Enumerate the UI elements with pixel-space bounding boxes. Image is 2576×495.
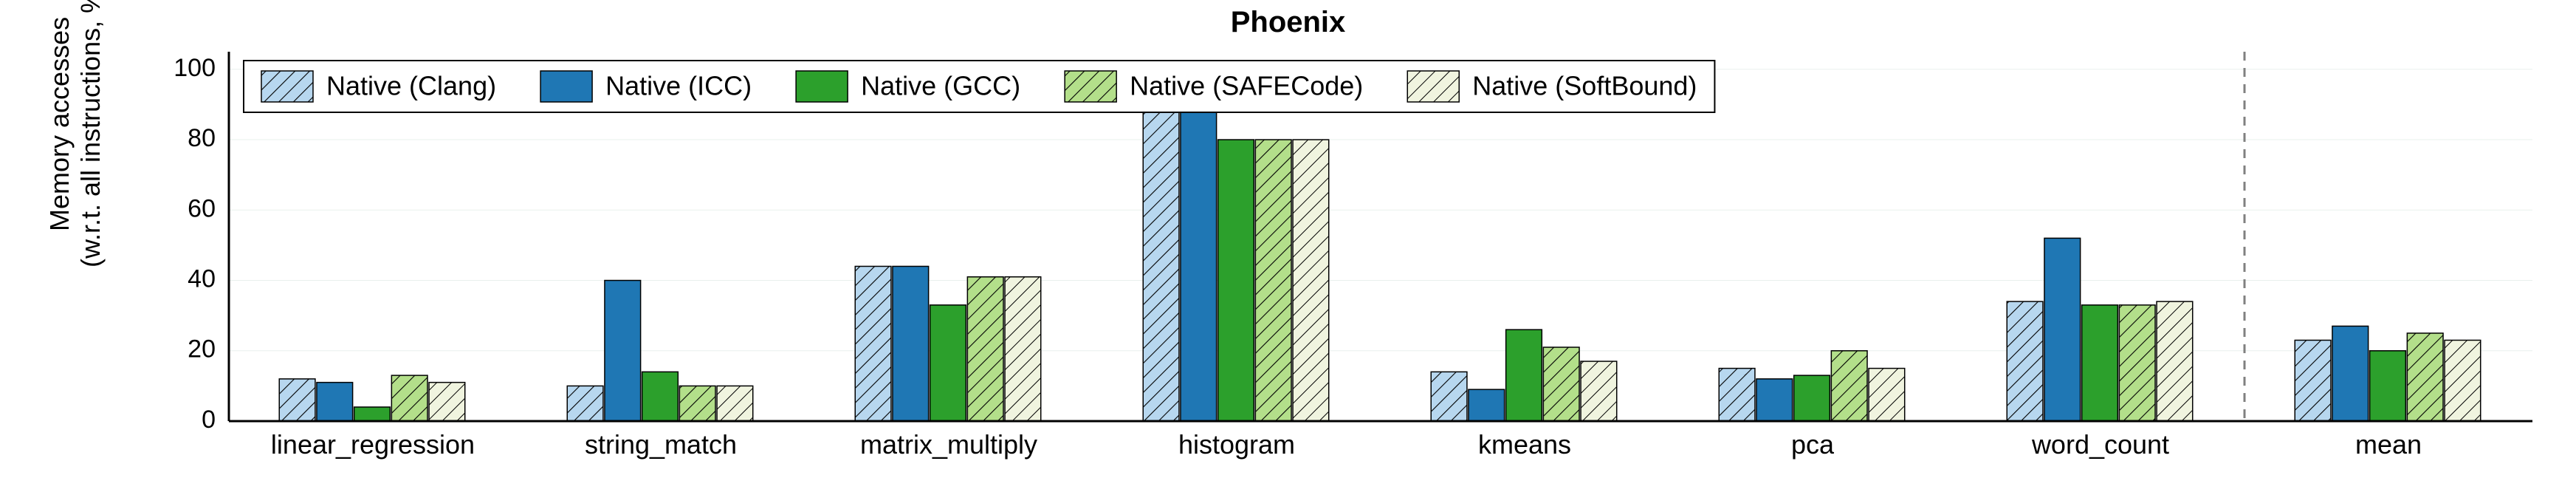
bar xyxy=(930,305,966,421)
x-tick-label: mean xyxy=(2355,429,2422,460)
bar xyxy=(855,266,891,421)
y-tick-label: 80 xyxy=(188,124,216,152)
x-tick-label: word_count xyxy=(2031,429,2169,460)
bar xyxy=(605,281,641,421)
legend-label: Native (GCC) xyxy=(861,71,1020,101)
legend-label: Native (SoftBound) xyxy=(1472,71,1697,101)
bar xyxy=(2119,305,2155,421)
legend-swatch xyxy=(1065,71,1116,102)
bar xyxy=(2295,340,2331,421)
bar xyxy=(2044,238,2081,421)
bar xyxy=(1719,369,1755,421)
bar xyxy=(2370,351,2406,421)
bar xyxy=(642,372,679,421)
bar xyxy=(1431,372,1467,421)
bar xyxy=(391,375,427,421)
y-tick-label: 0 xyxy=(202,406,216,434)
bar xyxy=(1543,347,1579,421)
legend-swatch xyxy=(540,71,592,102)
y-tick-label: 60 xyxy=(188,194,216,222)
bar xyxy=(2332,326,2369,421)
legend-label: Native (ICC) xyxy=(605,71,752,101)
bar xyxy=(2157,301,2193,421)
bar xyxy=(1756,379,1793,421)
x-tick-label: linear_regression xyxy=(271,429,475,460)
bar xyxy=(317,383,353,421)
bar xyxy=(354,407,391,421)
bar xyxy=(279,379,315,421)
bar xyxy=(2407,333,2443,421)
bar xyxy=(1181,112,1217,421)
bar xyxy=(893,266,929,421)
bar xyxy=(2007,301,2043,421)
bar xyxy=(1869,369,1905,421)
bar xyxy=(1831,351,1867,421)
chart-container: Phoenix Memory accesses (w.r.t. all inst… xyxy=(0,0,2576,495)
bar xyxy=(1506,330,1542,421)
bar xyxy=(567,386,603,421)
y-tick-label: 20 xyxy=(188,335,216,363)
y-axis-label: Memory accesses (w.r.t. all instructions… xyxy=(44,0,106,267)
chart-svg: 0 20 40 60 80 100 linear_regression string_matc… xyxy=(0,0,2576,495)
bar xyxy=(2445,340,2481,421)
chart-title: Phoenix xyxy=(0,6,2576,39)
bar xyxy=(967,277,1003,421)
bar xyxy=(1469,389,1505,421)
x-tick-label: matrix_multiply xyxy=(860,429,1037,460)
y-tick-label: 100 xyxy=(174,54,216,82)
x-tick-label: histogram xyxy=(1178,429,1295,460)
legend-label: Native (SAFECode) xyxy=(1130,71,1363,101)
bar xyxy=(429,383,465,421)
bar xyxy=(717,386,753,421)
bar xyxy=(1581,361,1617,421)
bar xyxy=(1293,140,1329,421)
legend-swatch xyxy=(261,71,313,102)
legend-swatch xyxy=(1407,71,1459,102)
bar xyxy=(2082,305,2118,421)
bar xyxy=(1005,277,1041,421)
x-tick-label: string_match xyxy=(585,429,737,460)
y-tick-label: 40 xyxy=(188,265,216,293)
legend: Native (Clang) Native (ICC) Native (GCC) Na… xyxy=(244,61,1714,112)
bar xyxy=(679,386,715,421)
bar xyxy=(1794,375,1830,421)
x-tick-label: kmeans xyxy=(1478,429,1571,460)
legend-label: Native (Clang) xyxy=(326,71,496,101)
bar xyxy=(1255,140,1291,421)
bar xyxy=(1143,76,1179,421)
x-tick-label: pca xyxy=(1791,429,1835,460)
legend-swatch xyxy=(796,71,848,102)
bar xyxy=(1218,140,1254,421)
